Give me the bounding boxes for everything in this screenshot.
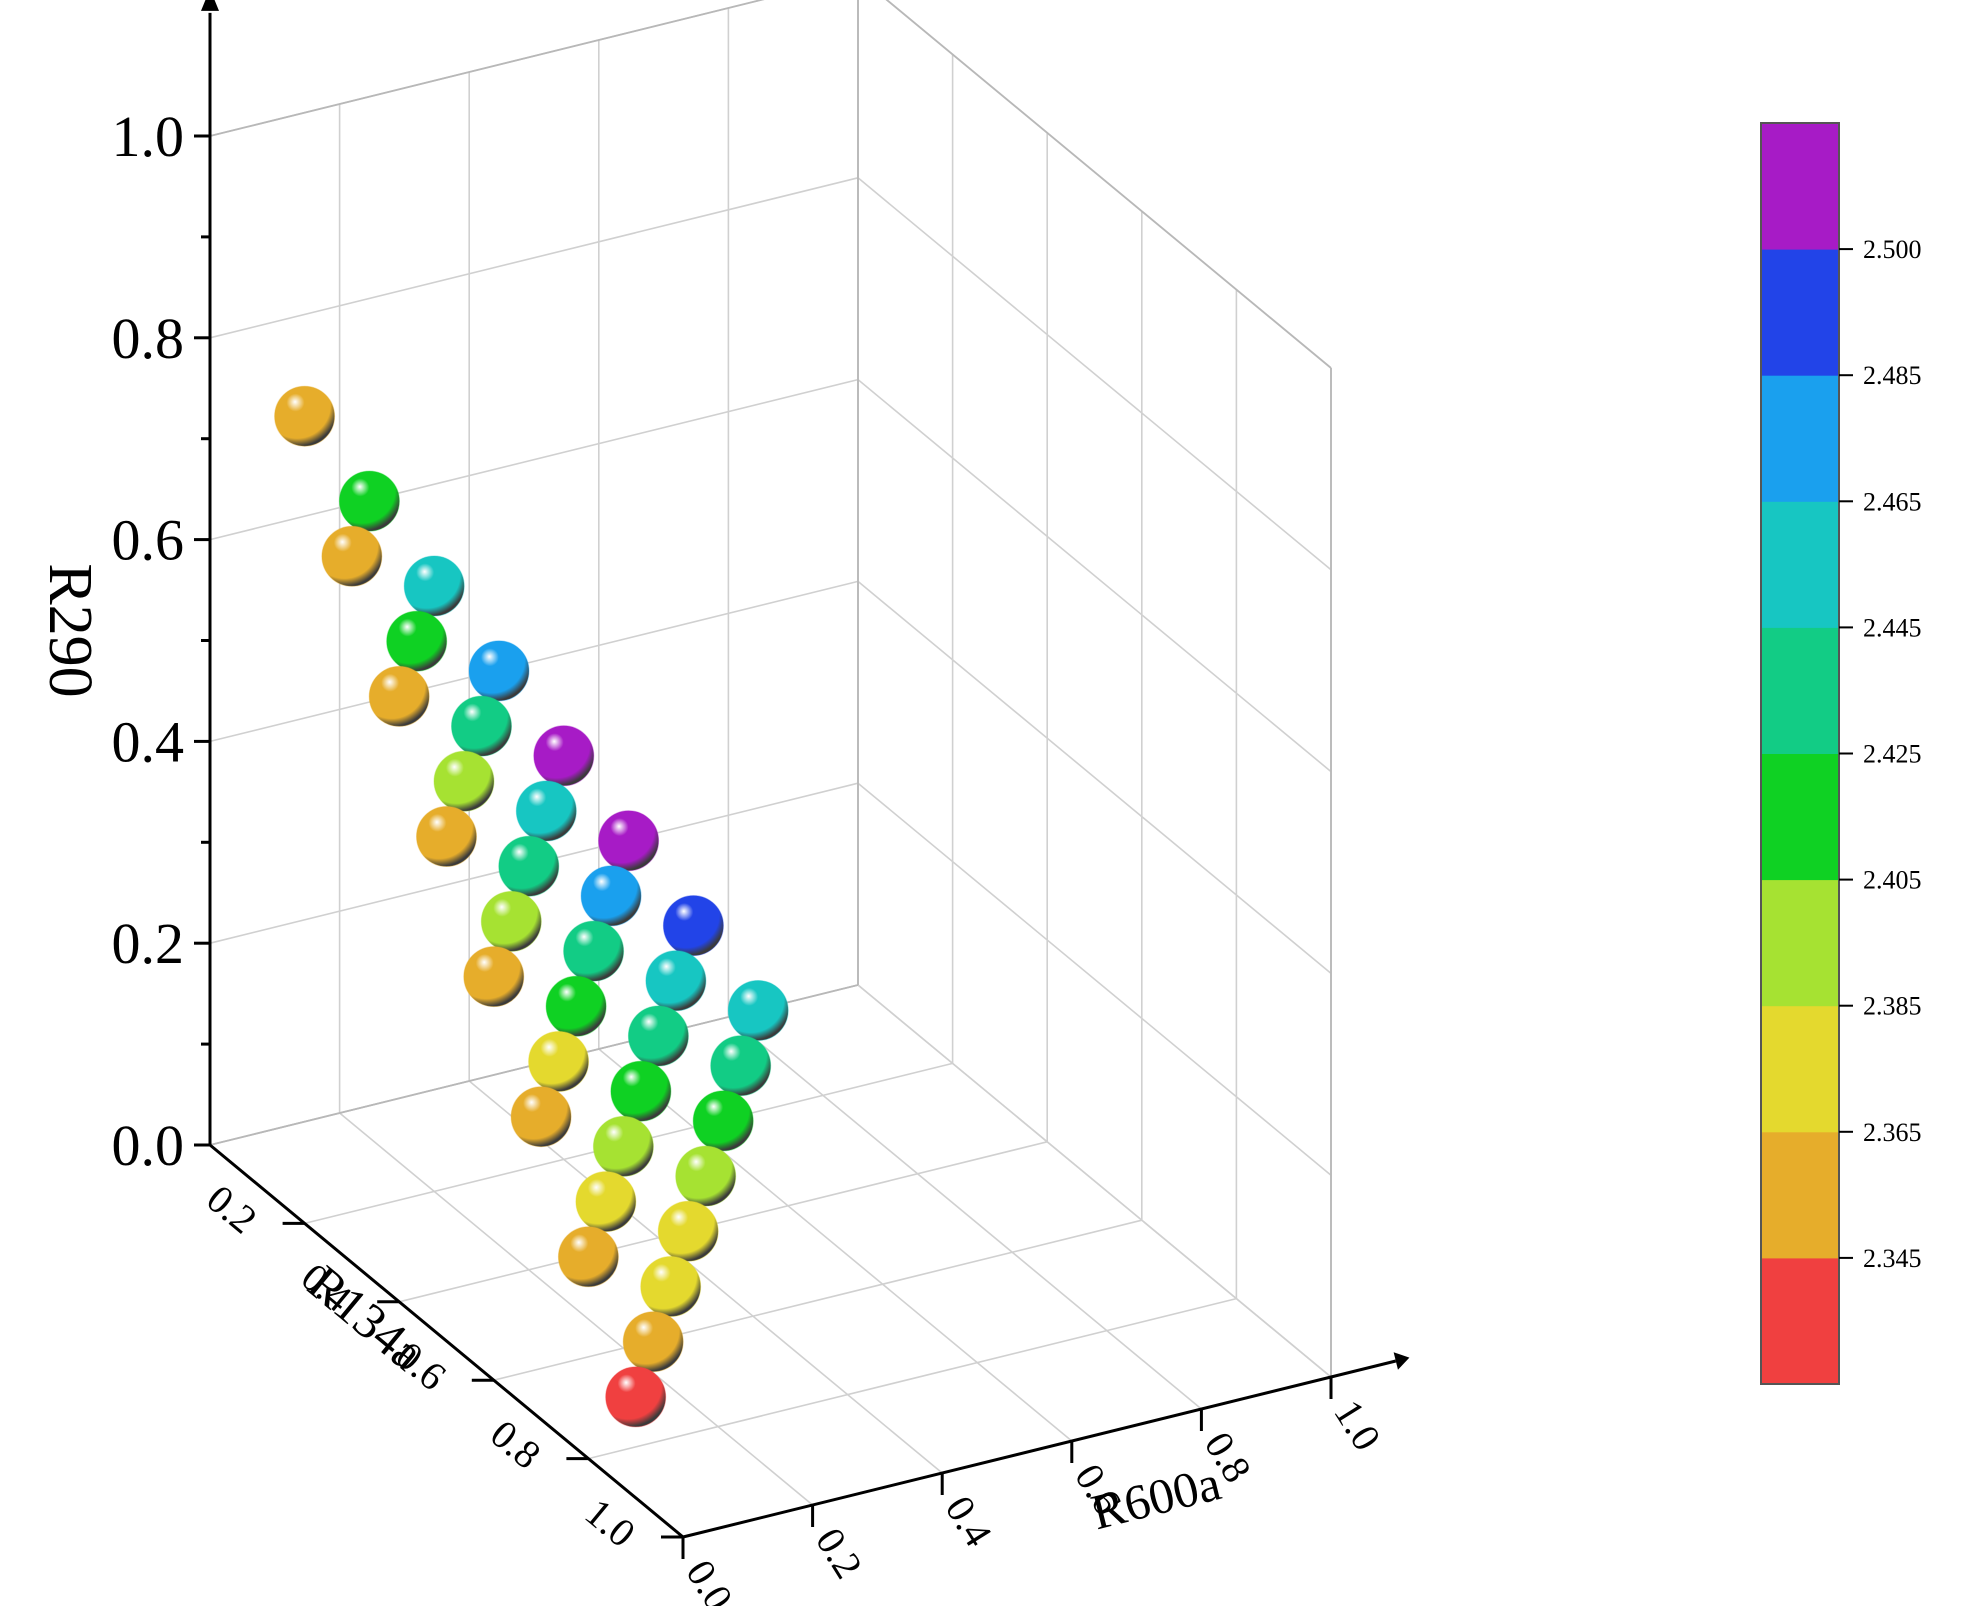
data-point: [321, 525, 383, 587]
z-tick-label: 1.0: [112, 104, 185, 169]
grid-line: [857, 984, 1332, 1378]
grid-line: [857, 580, 1332, 975]
colorbar-segment: [1761, 753, 1839, 881]
data-point: [710, 1035, 772, 1097]
grid-line: [857, 782, 1332, 1176]
data-point: [416, 806, 477, 867]
data-point: [515, 780, 577, 842]
data-point: [563, 920, 625, 982]
y-tick-label: 0.8: [482, 1411, 549, 1478]
axes: 0.00.20.40.60.81.0R2900.20.40.60.81.0R13…: [36, 0, 1410, 1606]
grid-line: [209, 177, 859, 339]
grid-line: [727, 1016, 1202, 1410]
colorbar-tick-label: 2.485: [1863, 361, 1922, 390]
data-point: [575, 1171, 637, 1233]
colorbar-segment: [1761, 375, 1839, 502]
data-point: [640, 1256, 702, 1317]
grid-line: [493, 1219, 1142, 1381]
grid-line: [209, 0, 765, 137]
x-tick-label: 0.2: [807, 1520, 872, 1586]
data-point: [274, 385, 336, 447]
colorbar-segment: [1761, 249, 1839, 376]
z-tick-label: 0.6: [112, 508, 185, 573]
data-point: [451, 695, 512, 757]
y-tick-label: 0.2: [198, 1176, 265, 1243]
data-point: [645, 950, 707, 1012]
data-point: [610, 1060, 672, 1122]
data-point: [692, 1090, 754, 1152]
data-point: [545, 975, 607, 1037]
data-point: [557, 1226, 619, 1288]
x-axis-arrow-icon: [1393, 1352, 1410, 1370]
data-points: [274, 385, 789, 1428]
data-point: [598, 810, 660, 872]
grid-line: [209, 580, 859, 743]
data-point: [368, 665, 430, 727]
data-point: [580, 865, 642, 927]
colorbar-tick-label: 2.405: [1863, 866, 1922, 895]
colorbar-tick-label: 2.365: [1863, 1118, 1922, 1147]
data-point: [727, 980, 789, 1041]
z-tick-label: 0.2: [112, 911, 185, 976]
grid-line: [588, 1297, 1237, 1460]
colorbar-segment: [1761, 627, 1839, 754]
x-tick-label: 0.0: [677, 1552, 742, 1606]
frame-edge: [885, 0, 1332, 369]
grid-line: [598, 1048, 1073, 1442]
data-point: [592, 1115, 654, 1177]
grid-line: [857, 378, 1332, 773]
colorbar: 2.345 2.365 2.385 2.405 2.425 2.445 2.465 2.485…: [1760, 122, 1922, 1385]
grid-line: [857, 177, 1332, 571]
grid-line: [885, 0, 1332, 369]
data-point: [498, 835, 560, 897]
z-tick-label: 0.8: [112, 306, 185, 371]
data-point: [533, 725, 595, 787]
colorbar-segment: [1761, 123, 1839, 250]
data-point: [386, 610, 448, 672]
colorbar-segment: [1761, 501, 1839, 628]
data-point: [622, 1311, 684, 1373]
data-point: [675, 1145, 737, 1207]
data-point: [627, 1005, 689, 1067]
data-point: [468, 640, 530, 702]
data-point: [433, 750, 495, 812]
y-axis-line: [209, 1143, 684, 1539]
frame-edge: [209, 0, 765, 137]
data-point: [605, 1366, 667, 1428]
colorbar-tick-label: 2.345: [1863, 1244, 1922, 1273]
grid-line: [468, 1080, 943, 1474]
colorbar-tick-label: 2.445: [1863, 613, 1922, 642]
data-point: [657, 1200, 719, 1262]
colorbar-tick-label: 2.465: [1863, 487, 1922, 516]
colorbar-segment: [1761, 1005, 1839, 1133]
data-point: [510, 1086, 572, 1148]
data-point: [480, 890, 542, 952]
colorbar-segment: [1761, 1131, 1839, 1259]
z-tick-label: 0.4: [112, 709, 185, 774]
grid-line: [339, 1112, 814, 1506]
grid-line: [399, 1141, 1048, 1303]
z-tick-label: 0.0: [112, 1113, 185, 1178]
colorbar-tick-label: 2.500: [1863, 235, 1922, 264]
x-tick-label: 0.4: [937, 1488, 1002, 1554]
data-point: [662, 895, 724, 957]
colorbar-segment: [1761, 879, 1839, 1007]
x-axis-line: [682, 1359, 1397, 1539]
grid-line: [209, 378, 859, 541]
data-point: [338, 470, 400, 532]
data-point: [403, 555, 465, 617]
colorbar-segment: [1761, 1257, 1839, 1385]
colorbar-tick-label: 2.425: [1863, 740, 1922, 769]
z-axis-arrow-icon: [201, 0, 219, 11]
data-point: [528, 1031, 590, 1092]
x-tick-label: 1.0: [1325, 1392, 1390, 1458]
y-tick-label: 1.0: [577, 1489, 644, 1556]
colorbar-tick-label: 2.385: [1863, 992, 1922, 1021]
z-axis-title: R290: [36, 563, 104, 697]
data-point: [463, 946, 525, 1008]
